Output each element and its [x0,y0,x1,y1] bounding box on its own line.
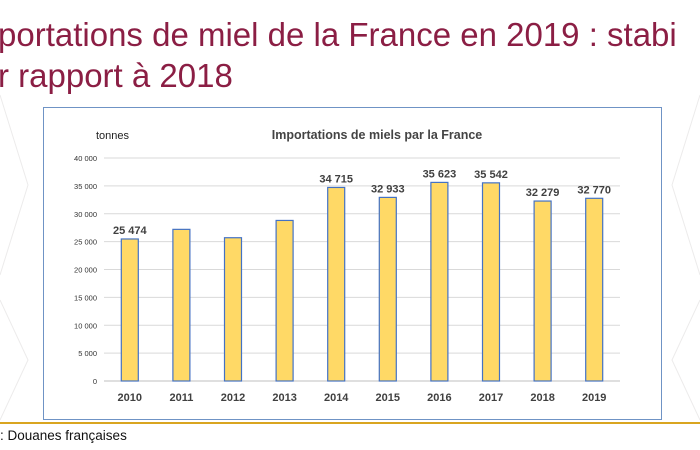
slide-title: portations de miel de la France en 2019 … [0,14,677,96]
bar-2018 [533,200,552,382]
x-tick-label-2017: 2017 [479,392,503,404]
y-tick-label: 30 000 [74,210,97,219]
bar-2016 [430,181,449,382]
x-tick-label-2018: 2018 [530,392,554,404]
bars [120,181,604,382]
data-labels: 25 474 34 715 32 933 35 623 35 542 32 279 32 7… [113,168,611,237]
y-tick-label: 25 000 [74,238,97,247]
data-label-2017: 35 542 [474,169,508,181]
y-axis-label: tonnes [96,130,130,142]
data-label-2019: 32 770 [577,184,611,196]
footer-rule [0,422,700,424]
y-tick-label: 15 000 [74,293,97,302]
y-axis-ticks: 0 5 000 10 000 15 000 20 000 25 000 30 000 35 0… [74,154,97,386]
slide-title-line-2: r rapport à 2018 [0,57,233,94]
x-tick-label-2013: 2013 [272,392,296,404]
bar-2010 [120,238,139,382]
x-tick-label-2010: 2010 [118,392,142,404]
y-tick-label: 5 000 [78,349,97,358]
y-tick-label: 35 000 [74,182,97,191]
data-label-2014: 34 715 [319,173,353,185]
x-tick-label-2015: 2015 [376,392,400,404]
chart-frame: Importations de miels par la France tonn… [43,107,662,420]
y-tick-label: 10 000 [74,321,97,330]
data-label-2016: 35 623 [423,168,457,180]
bar-2019 [585,197,604,382]
bar-2014 [327,186,346,382]
bar-chart: Importations de miels par la France tonn… [74,128,620,404]
bar-2013 [275,219,294,382]
data-label-2010: 25 474 [113,225,148,237]
x-tick-label-2016: 2016 [427,392,451,404]
bar-2015 [378,196,397,382]
y-tick-label: 20 000 [74,266,97,275]
x-tick-label-2019: 2019 [582,392,606,404]
x-tick-label-2011: 2011 [169,392,193,404]
bar-2012 [223,237,243,382]
source-note: : Douanes françaises [0,428,127,443]
x-tick-label-2012: 2012 [221,392,245,404]
y-tick-label: 40 000 [74,154,97,163]
chart-title: Importations de miels par la France [272,128,483,142]
data-label-2018: 32 279 [526,187,560,199]
y-tick-label: 0 [93,377,97,386]
x-axis-ticks: 2010 2011 2012 2013 2014 2015 2016 2017 2018 2019 [118,392,607,404]
data-label-2015: 32 933 [371,183,405,195]
bar-2017 [481,182,501,382]
x-tick-label-2014: 2014 [324,392,349,404]
bar-2011 [172,228,191,382]
slide-title-line-1: portations de miel de la France en 2019 … [0,16,677,53]
